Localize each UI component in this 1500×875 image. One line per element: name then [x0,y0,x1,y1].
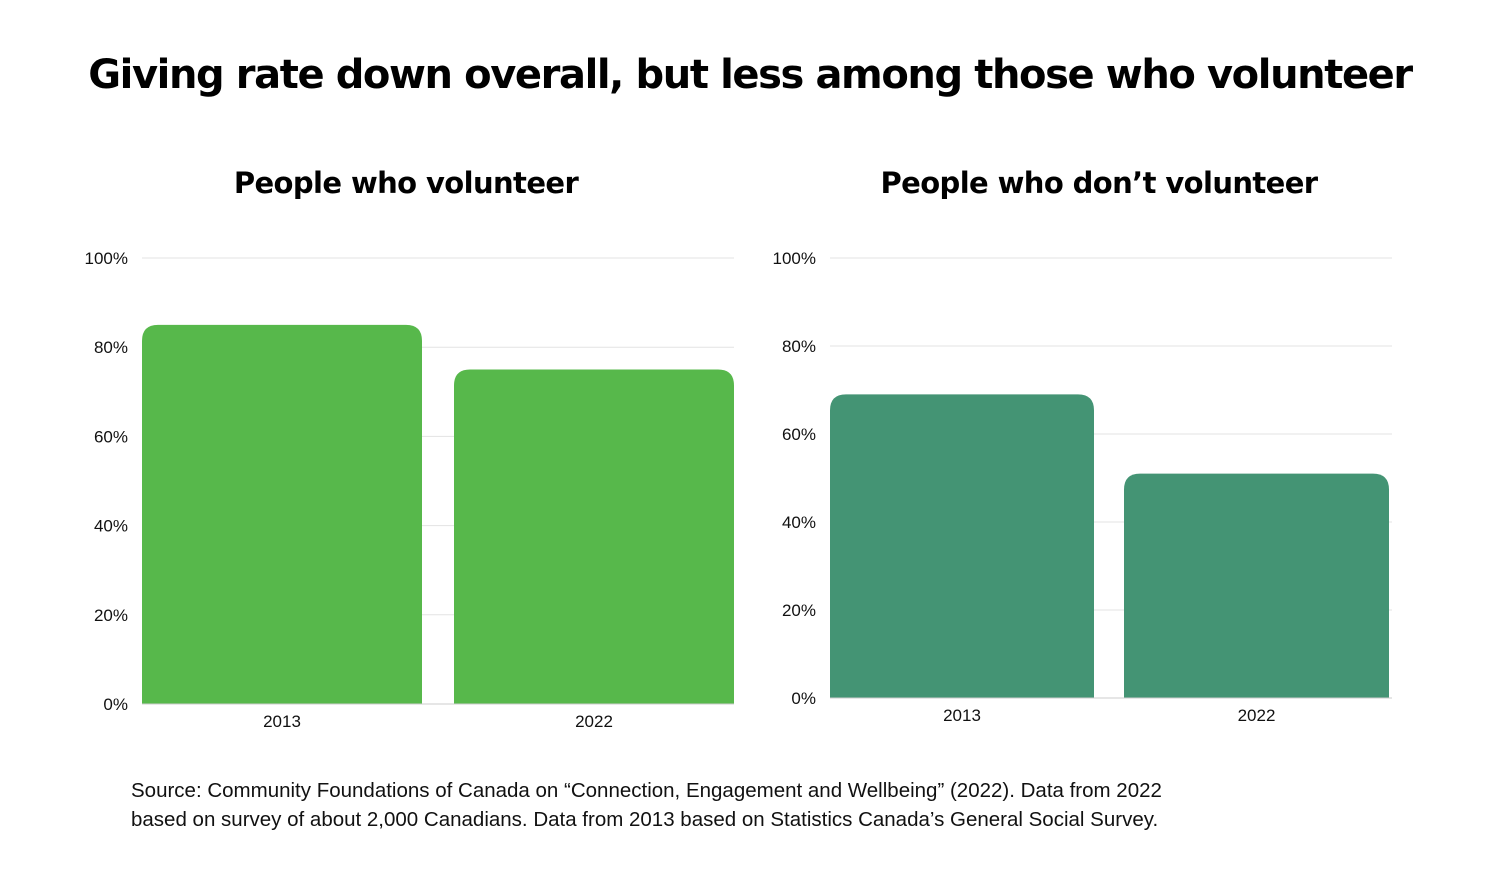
source-line-1: Source: Community Foundations of Canada … [131,779,1162,802]
y-tick-label: 20% [782,601,816,620]
bar-2022 [454,369,734,704]
y-tick-label: 80% [94,338,128,357]
chart-title: People who don’t volunteer [880,166,1318,200]
x-tick-label: 2013 [943,706,981,725]
source-line-2: based on survey of about 2,000 Canadians… [131,808,1159,831]
bar-2022 [1124,473,1389,698]
chart-title: People who volunteer [234,166,580,200]
y-tick-label: 0% [103,695,128,714]
y-tick-label: 20% [94,606,128,625]
y-tick-label: 40% [782,513,816,532]
bar-2013 [142,324,422,704]
x-tick-label: 2013 [263,712,301,731]
x-tick-label: 2022 [1238,706,1276,725]
y-tick-label: 60% [782,425,816,444]
y-tick-label: 100% [773,249,816,268]
bar-2013 [830,394,1094,698]
main-title: Giving rate down overall, but less among… [88,52,1413,98]
y-tick-label: 0% [791,689,816,708]
x-tick-label: 2022 [575,712,613,731]
y-tick-label: 100% [85,249,128,268]
y-tick-label: 60% [94,427,128,446]
y-tick-label: 40% [94,517,128,536]
source-note: Source: Community Foundations of Canada … [131,776,1391,834]
y-tick-label: 80% [782,337,816,356]
